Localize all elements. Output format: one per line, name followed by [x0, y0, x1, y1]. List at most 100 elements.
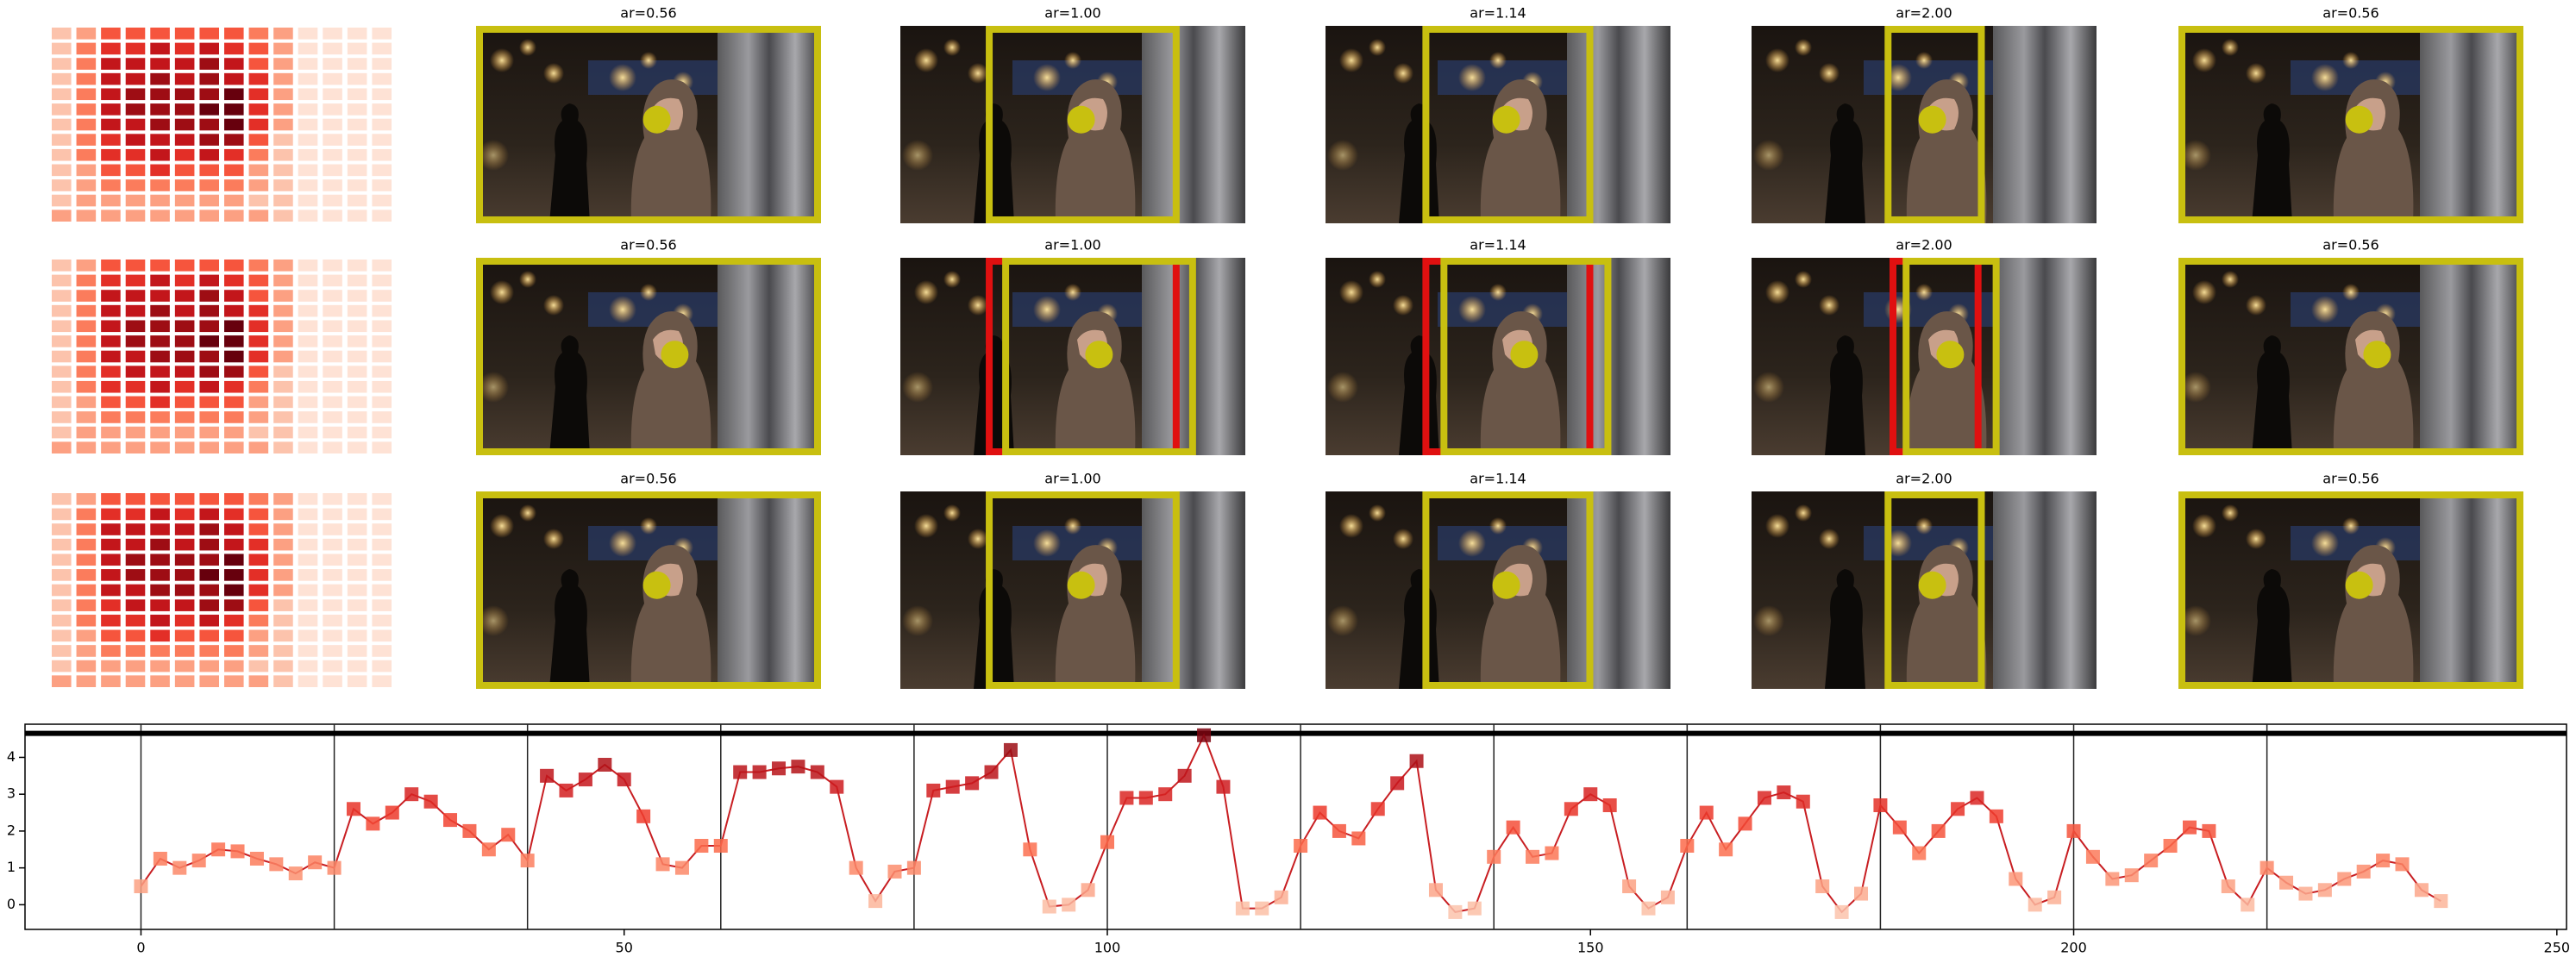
heatmap-cell — [125, 660, 146, 672]
heatmap-cell — [76, 194, 97, 207]
heatmap-cell — [372, 523, 392, 535]
heatmap-cell — [372, 88, 392, 101]
heatmap-cell — [174, 194, 195, 207]
photo — [1752, 258, 2097, 455]
point-marker — [1815, 879, 1830, 894]
heatmap-cell — [76, 335, 97, 347]
heatmap-cell — [273, 366, 293, 378]
heatmap-cell — [101, 441, 121, 453]
point-marker — [1081, 883, 1095, 898]
heatmap-cell — [174, 629, 195, 642]
heatmap-cell — [224, 304, 244, 317]
heatmap-cell — [101, 523, 121, 535]
point-marker — [1660, 890, 1675, 904]
heatmap-cell — [150, 164, 170, 177]
heatmap-cell — [273, 274, 293, 287]
heatmap-cell — [372, 194, 392, 207]
point-marker — [655, 857, 670, 872]
point-marker — [1062, 898, 1076, 912]
heatmap-cell — [101, 179, 121, 191]
panel-title: ar=1.14 — [1470, 237, 1526, 253]
heatmap-cell — [248, 103, 269, 116]
heatmap-cell — [372, 164, 392, 177]
x-tick-label: 100 — [1094, 940, 1121, 956]
photo — [1326, 258, 1670, 455]
heatmap-cell — [76, 290, 97, 302]
point-marker — [559, 783, 573, 798]
heatmap-cell — [224, 441, 244, 453]
heatmap-cell — [150, 675, 170, 687]
point-marker — [2414, 883, 2429, 898]
point-marker — [191, 854, 206, 868]
heatmap-cell — [248, 118, 269, 131]
heatmap-cell — [174, 304, 195, 317]
heatmap-cell — [101, 380, 121, 393]
heatmap-cell — [52, 426, 72, 439]
heatmap-cell — [323, 493, 342, 505]
heatmap-cell — [224, 614, 244, 627]
heatmap-cell — [273, 538, 293, 551]
heatmap-cell — [52, 508, 72, 521]
point-marker — [1177, 768, 1192, 783]
heatmap-cell — [125, 380, 146, 393]
heatmap-cell — [224, 599, 244, 611]
heatmap-cell — [372, 675, 392, 687]
heatmap-cell — [52, 614, 72, 627]
heatmap-cell — [150, 426, 170, 439]
heatmap-cell — [224, 508, 244, 521]
y-tick-label: 0 — [7, 896, 16, 912]
heatmap-cell — [174, 493, 195, 505]
heatmap-cell — [347, 335, 367, 347]
heatmap-cell — [174, 411, 195, 423]
point-marker — [1467, 901, 1482, 916]
heatmap-cell — [150, 260, 170, 272]
heatmap-cell — [174, 118, 195, 131]
point-marker — [733, 765, 748, 779]
heatmap-cell — [273, 134, 293, 146]
heatmap-cell — [323, 210, 342, 222]
heatmap-cell — [52, 72, 72, 85]
heatmap-cell — [52, 350, 72, 363]
point-marker — [1409, 754, 1424, 768]
point-marker — [887, 864, 902, 879]
point-marker — [1989, 809, 2003, 823]
heatmap-cell — [323, 42, 342, 55]
heatmap-cell — [273, 148, 293, 161]
plot-frame — [24, 723, 2567, 930]
heatmap-cell — [323, 396, 342, 409]
heatmap-cell — [372, 260, 392, 272]
heatmap-cell — [101, 614, 121, 627]
heatmap-cell — [347, 103, 367, 116]
yellow-box — [2178, 258, 2523, 455]
heatmap-cell — [125, 441, 146, 453]
heatmap-cell — [76, 380, 97, 393]
heatmap-cell — [76, 210, 97, 222]
heatmap-cell — [298, 88, 318, 101]
heatmap-cell — [199, 28, 219, 40]
point-marker — [945, 779, 960, 794]
point-marker — [2202, 823, 2216, 838]
point-marker — [598, 758, 612, 772]
panel-title: ar=1.00 — [1044, 471, 1100, 487]
center-dot — [642, 105, 671, 134]
point-marker — [1834, 904, 1849, 919]
heatmap-cell — [273, 304, 293, 317]
point-marker — [1428, 883, 1443, 898]
heatmap-cell — [125, 304, 146, 317]
heatmap-cell — [125, 194, 146, 207]
heatmap-cell — [76, 411, 97, 423]
heatmap-cell — [273, 350, 293, 363]
heatmap-cell — [101, 396, 121, 409]
heatmap-cell — [125, 118, 146, 131]
heatmap-cell — [323, 28, 342, 40]
heatmap-cell — [52, 493, 72, 505]
heatmap-cell — [298, 426, 318, 439]
heatmap-cell — [199, 118, 219, 131]
heatmap-cell — [52, 290, 72, 302]
heatmap-cell — [298, 554, 318, 566]
panel-title: ar=2.00 — [1896, 471, 1952, 487]
heatmap-cell — [52, 194, 72, 207]
heatmap-cell — [298, 366, 318, 378]
heatmap-cell — [150, 88, 170, 101]
heatmap-cell — [323, 599, 342, 611]
